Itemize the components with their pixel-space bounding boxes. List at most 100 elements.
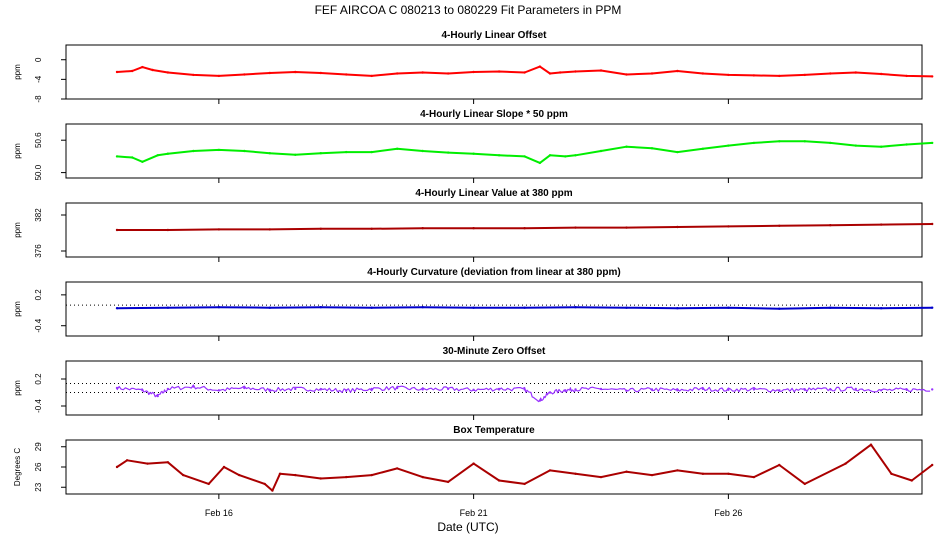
data-point [803, 388, 806, 391]
data-point [574, 70, 577, 73]
data-point [910, 479, 913, 482]
data-point [676, 225, 679, 229]
panel-5: 30-Minute Zero Offset -0.4 0.2 ppm [13, 346, 934, 420]
data-point [564, 389, 567, 392]
data-point [319, 306, 322, 309]
data-point [574, 154, 577, 157]
data-point [182, 473, 185, 477]
y-axis-label: ppm [13, 301, 22, 317]
data-point [217, 148, 221, 152]
data-point [222, 465, 226, 469]
data-point [319, 71, 322, 75]
y-tick-label: 50.0 [34, 164, 43, 180]
data-point [778, 140, 781, 143]
data-point [829, 224, 832, 227]
data-point [115, 465, 119, 469]
data-point [559, 71, 562, 74]
data-point [472, 462, 475, 465]
data-point [854, 144, 857, 147]
data-point [625, 389, 628, 392]
data-point [523, 155, 526, 158]
data-point [115, 70, 119, 74]
data-point [803, 73, 806, 77]
series-line-1 [116, 384, 931, 403]
panel-6: Box Temperature 23 26 29 Degrees C [13, 425, 934, 499]
data-point [217, 74, 221, 78]
data-point [701, 72, 705, 75]
data-point [319, 477, 322, 480]
panel-2: 4-Hourly Linear Slope * 50 ppm 50.0 50.6 pp… [13, 109, 934, 183]
data-point [803, 140, 806, 143]
data-point [370, 150, 373, 154]
plot-frame [65, 360, 923, 416]
data-point [778, 307, 781, 310]
data-point [243, 386, 246, 390]
y-tick-label: 50.6 [34, 132, 43, 148]
plot-frame [65, 44, 923, 100]
y-tick-label: 23 [34, 482, 43, 491]
data-point [115, 228, 119, 232]
panel-title: Box Temperature [453, 425, 535, 436]
data-point [829, 388, 832, 391]
data-point [523, 306, 526, 309]
data-point [207, 482, 210, 486]
data-point [574, 388, 577, 391]
data-point [294, 153, 297, 156]
y-tick-label: 0.2 [34, 289, 43, 301]
data-point [396, 386, 399, 390]
data-point [319, 388, 322, 391]
data-point [778, 224, 781, 227]
data-point [931, 388, 934, 391]
data-point [727, 306, 730, 309]
data-point [156, 154, 159, 157]
data-point [345, 475, 348, 479]
data-point [497, 70, 501, 73]
data-point [676, 150, 679, 154]
series-line-1 [116, 140, 933, 164]
y-tick-label: 376 [34, 244, 43, 258]
panel-1: 4-Hourly Linear Offset -8 -4 0 ppm [13, 30, 934, 104]
data-point [238, 473, 241, 477]
data-point [396, 72, 399, 75]
data-point [880, 389, 883, 392]
data-point [446, 151, 450, 154]
data-point [752, 388, 756, 391]
data-point [131, 69, 134, 73]
data-point [625, 306, 628, 309]
data-point [217, 306, 221, 309]
data-point [523, 482, 526, 486]
data-point [294, 387, 297, 391]
data-point [778, 74, 781, 78]
data-point [727, 472, 730, 475]
data-point [727, 144, 730, 147]
data-point [370, 473, 373, 477]
data-point [115, 307, 119, 310]
data-point [472, 70, 475, 74]
data-point [446, 387, 450, 391]
data-point [345, 150, 348, 154]
data-point [141, 65, 144, 69]
data-point [538, 65, 542, 68]
data-point [131, 156, 134, 159]
plot-frame [65, 439, 923, 495]
x-tick-label: Feb 21 [460, 508, 488, 518]
y-tick-label: -0.4 [34, 399, 43, 413]
data-point [421, 149, 424, 153]
panel-title: 4-Hourly Curvature (deviation from linea… [367, 267, 620, 278]
data-point [268, 388, 271, 391]
data-point [931, 222, 934, 226]
data-point [115, 155, 119, 158]
data-point [497, 479, 501, 482]
x-axis-label: Date (UTC) [437, 520, 498, 534]
data-point [548, 72, 552, 75]
data-point [650, 72, 654, 75]
data-point [701, 387, 705, 391]
data-point [319, 227, 322, 230]
data-point [243, 73, 246, 76]
data-point [268, 306, 271, 309]
data-point [268, 71, 271, 75]
data-point [778, 389, 781, 392]
y-axis-label: ppm [13, 64, 22, 80]
data-point [548, 469, 552, 472]
data-point [905, 388, 908, 391]
